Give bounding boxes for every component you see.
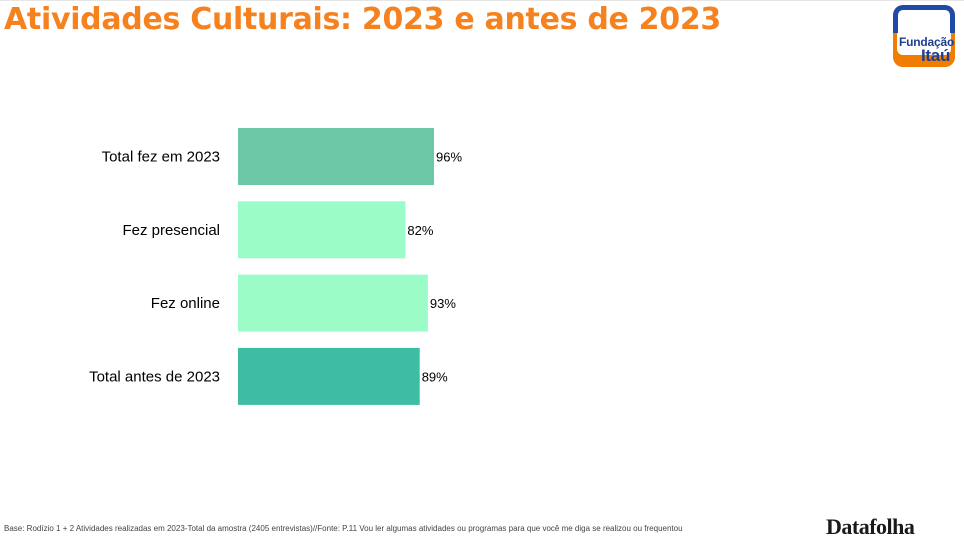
category-label: Fez presencial bbox=[122, 222, 220, 239]
logo-inner bbox=[897, 9, 951, 55]
category-label: Fez online bbox=[151, 295, 220, 312]
logo-text-fundacao: Fundação bbox=[899, 35, 955, 49]
category-label: Total fez em 2023 bbox=[102, 149, 220, 166]
datafolha-brand: Datafolha bbox=[826, 514, 915, 539]
page-title: Atividades Culturais: 2023 e antes de 20… bbox=[4, 2, 721, 37]
top-rule bbox=[0, 0, 964, 1]
value-label: 96% bbox=[436, 150, 462, 165]
value-label: 89% bbox=[422, 369, 448, 384]
bar-3 bbox=[238, 347, 420, 405]
logo-blue-arc bbox=[893, 5, 955, 33]
footnote: Base: Rodízio 1 + 2 Atividades realizada… bbox=[4, 524, 683, 533]
category-label: Total antes de 2023 bbox=[89, 368, 220, 385]
fundacao-itau-logo: Fundação Itaú bbox=[893, 5, 963, 67]
bar-0 bbox=[238, 128, 434, 185]
bar-1 bbox=[238, 201, 406, 259]
value-label: 93% bbox=[430, 296, 456, 311]
logo-text-itau: Itaú bbox=[921, 46, 951, 65]
bar-2 bbox=[238, 274, 428, 332]
value-label: 82% bbox=[407, 223, 433, 238]
logo-frame bbox=[893, 5, 955, 67]
